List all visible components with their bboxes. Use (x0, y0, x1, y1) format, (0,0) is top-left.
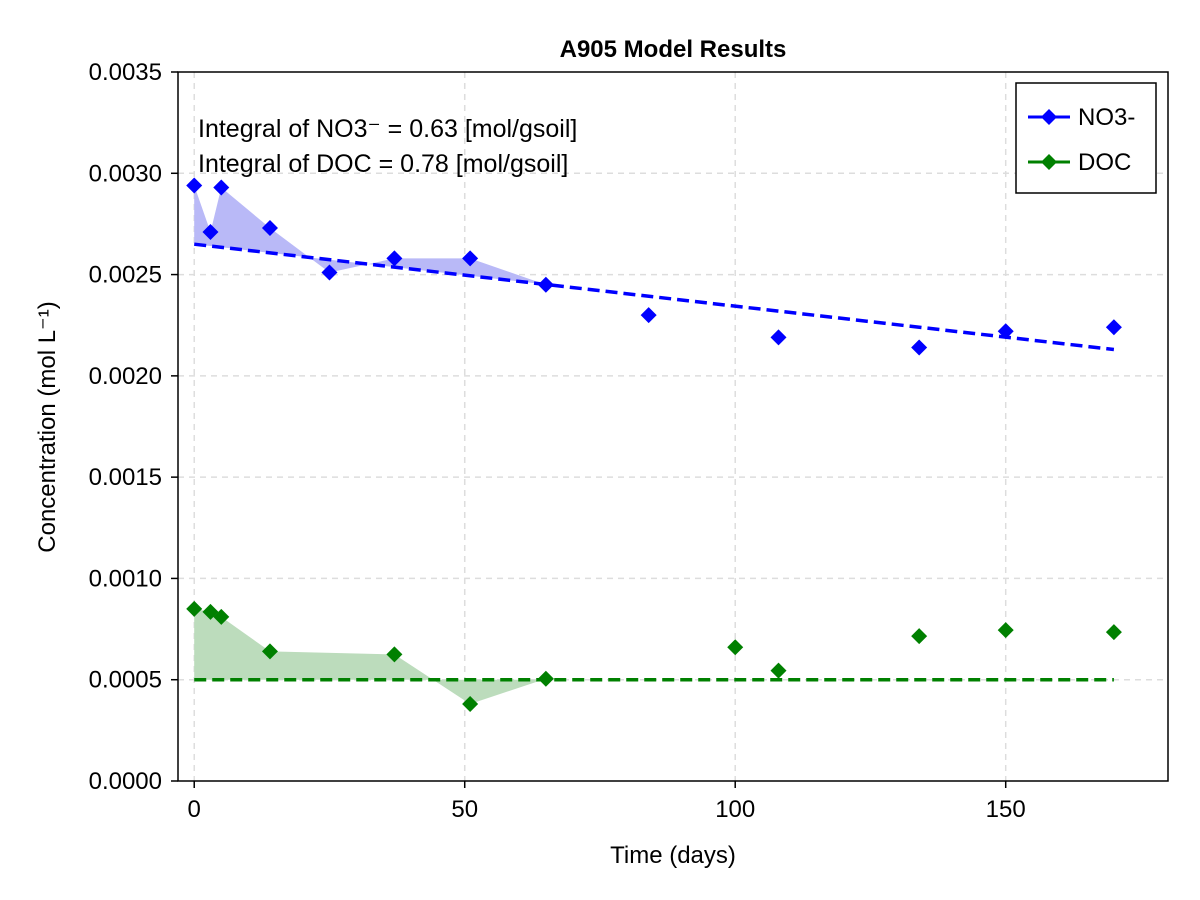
legend-item-doc: DOC (1028, 149, 1131, 176)
shaded-area-no3 (194, 185, 546, 285)
x-tick-label: 100 (715, 796, 755, 823)
x-tick-label: 150 (986, 796, 1026, 823)
data-point-doc (462, 696, 479, 713)
data-point-no3 (911, 339, 928, 356)
data-point-doc (537, 670, 554, 687)
y-tick-label: 0.0035 (89, 59, 162, 86)
data-point-no3 (770, 329, 787, 346)
data-point-doc (386, 646, 403, 663)
annotation-integral-no3: Integral of NO3⁻ = 0.63 [mol/gsoil] (198, 115, 577, 143)
data-point-doc (213, 608, 230, 625)
legend-box (1015, 82, 1157, 194)
legend-label-doc: DOC (1078, 149, 1131, 176)
data-point-no3 (537, 276, 554, 293)
data-point-no3 (1105, 319, 1122, 336)
data-point-doc (186, 600, 203, 617)
x-tick-label: 50 (451, 796, 478, 823)
y-tick-label: 0.0015 (89, 464, 162, 491)
data-point-doc (997, 622, 1014, 639)
data-point-doc (727, 639, 744, 656)
y-tick-label: 0.0025 (89, 262, 162, 289)
y-tick-label: 0.0010 (89, 565, 162, 592)
y-axis-title: Concentration (mol L⁻¹) (34, 301, 61, 552)
x-axis-title: Time (days) (610, 842, 736, 869)
data-point-doc (770, 662, 787, 679)
y-tick-label: 0.0020 (89, 363, 162, 390)
y-tick-label: 0.0030 (89, 160, 162, 187)
data-point-no3 (186, 177, 203, 194)
data-point-no3 (202, 224, 219, 241)
legend-swatch-marker-doc (1041, 154, 1057, 170)
data-point-no3 (261, 219, 278, 236)
data-point-no3 (462, 250, 479, 267)
data-points (186, 177, 1122, 713)
fit-line-no3 (194, 242, 1115, 352)
legend-label-no3: NO3- (1078, 104, 1135, 131)
y-tick-label: 0.0005 (89, 667, 162, 694)
legend-swatch-marker-no3 (1041, 109, 1057, 125)
legend: NO3- DOC (1015, 82, 1157, 194)
data-point-no3 (213, 179, 230, 196)
y-tick-label: 0.0000 (89, 768, 162, 795)
data-point-no3 (997, 323, 1014, 340)
chart-title: A905 Model Results (560, 36, 787, 63)
fit-lines (194, 242, 1115, 682)
data-point-no3 (386, 250, 403, 267)
x-tick-label: 0 (188, 796, 201, 823)
data-point-doc (911, 628, 928, 645)
data-point-no3 (640, 307, 657, 324)
legend-item-no3: NO3- (1028, 104, 1135, 131)
data-point-doc (261, 643, 278, 660)
data-point-no3 (321, 264, 338, 281)
data-point-doc (1105, 624, 1122, 641)
plot-frame (177, 71, 1169, 782)
ticks: 0 50 100 150 0.0000 0.0005 0.0010 0.0015 0.0020 0… (89, 59, 1026, 823)
annotation-integral-doc: Integral of DOC = 0.78 [mol/gsoil] (198, 150, 568, 178)
